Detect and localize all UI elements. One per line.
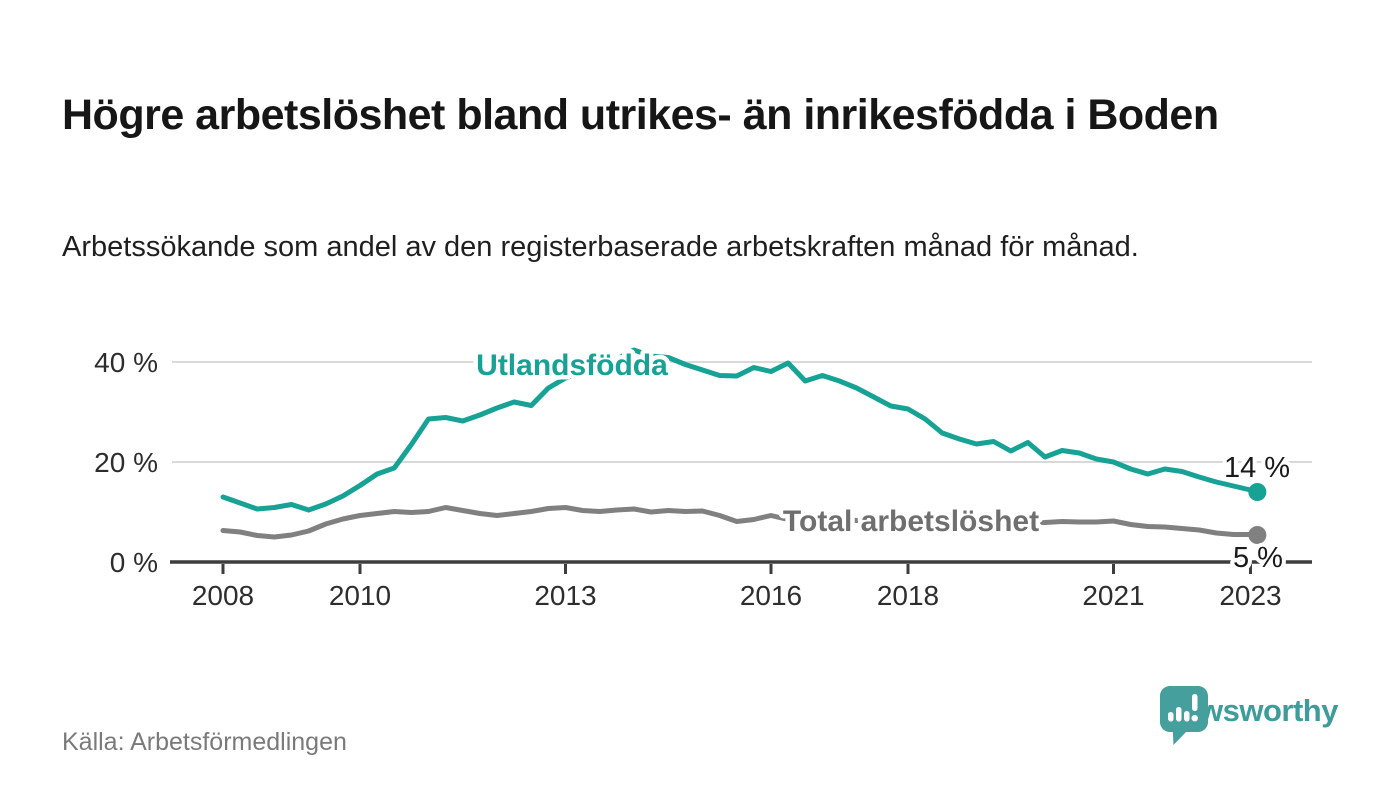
y-tick-label: 0 % [110,547,158,578]
bar-small [1168,712,1174,722]
x-tick-label: 2021 [1082,580,1144,611]
bar-medium [1176,707,1182,722]
exclamation-dot [1191,715,1199,722]
axes-group: 0 % 20 % 40 % 2008 2010 2013 2016 2018 2021 2023 [94,347,1312,611]
exclamation-bar [1192,694,1198,711]
series-label-utlandsfodda: Utlandsfödda [476,349,668,382]
end-value-label-utlandsfodda: 14 % [1224,452,1290,484]
series-line-0 [220,347,1260,513]
series-line-1 [220,505,1260,540]
x-tick-label: 2018 [877,580,939,611]
series-label-total-arbetsloshet: Total arbetslöshet [783,505,1039,538]
gridlines-group [172,361,1312,463]
end-dots-group [1248,483,1267,544]
y-tick-label: 40 % [94,347,158,378]
page-title: Högre arbetslöshet bland utrikes- än inr… [62,90,1219,139]
bar-tall [1184,711,1190,722]
page-subtitle: Arbetssökande som andel av den registerb… [62,231,1139,263]
newsworthy-bubble-icon [1160,686,1209,745]
newsworthy-logo: Newsworthy [1160,686,1338,746]
end-dot-0 [1248,483,1267,501]
x-tick-label: 2023 [1219,580,1281,611]
series-lines-group [220,347,1260,540]
source-credit: Källa: Arbetsförmedlingen [62,728,347,756]
x-tick-label: 2016 [740,580,802,611]
end-value-label-total: 5 % [1233,542,1283,574]
x-tick-label: 2010 [329,580,391,611]
x-tick-label: 2008 [192,580,254,611]
end-dot-1 [1248,526,1267,544]
x-tick-label: 2013 [534,580,596,611]
y-tick-label: 20 % [94,447,158,478]
